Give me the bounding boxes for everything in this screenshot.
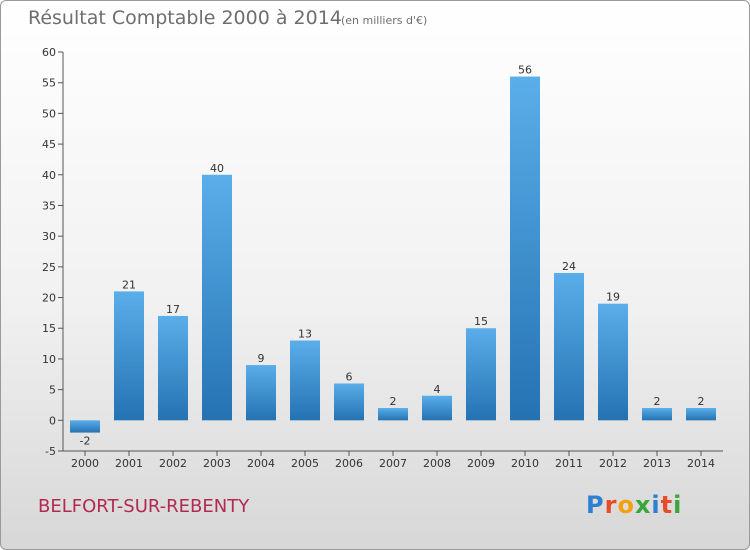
- y-tick-label: 35: [42, 199, 56, 212]
- logo-letter: r: [604, 491, 618, 519]
- y-tick-label: -5: [45, 445, 56, 458]
- x-tick-label: 2008: [423, 457, 451, 470]
- x-tick-label: 2005: [291, 457, 319, 470]
- y-axis: -5 0 5 10 15 20 25 30 35 40 45 50 55 60: [42, 46, 64, 458]
- x-tick-label: 2014: [687, 457, 715, 470]
- bar: [202, 174, 232, 421]
- chart-title: Résultat Comptable 2000 à 2014: [28, 7, 342, 29]
- chart-unit: (en milliers d'€): [341, 14, 428, 27]
- bar-value-label: 21: [122, 278, 136, 291]
- bar-value-label: 2: [698, 395, 705, 408]
- bar-value-label: 15: [474, 315, 488, 328]
- bar-value-label: 4: [434, 383, 441, 396]
- x-tick-label: 2001: [115, 457, 143, 470]
- logo-letter: o: [617, 491, 635, 519]
- x-tick-label: 2010: [511, 457, 539, 470]
- y-tick-label: 55: [42, 77, 56, 90]
- bar: [290, 340, 320, 421]
- bar: [70, 420, 100, 433]
- bar: [554, 272, 584, 421]
- y-tick-label: 10: [42, 353, 56, 366]
- place-name: BELFORT-SUR-REBENTY: [38, 496, 250, 517]
- bar-value-label: 6: [346, 370, 353, 383]
- x-tick-label: 2009: [467, 457, 495, 470]
- x-tick-label: 2007: [379, 457, 407, 470]
- bar: [334, 383, 364, 421]
- y-tick-label: 20: [42, 292, 56, 305]
- bar-value-label: 13: [298, 328, 312, 341]
- proxiti-logo: Proxiti: [586, 491, 682, 519]
- bar-value-label: 9: [258, 352, 265, 365]
- bar-value-label: 19: [606, 291, 620, 304]
- bar-value-label: 2: [390, 395, 397, 408]
- bar-value-label: 56: [518, 64, 532, 77]
- logo-letter: x: [634, 491, 652, 519]
- bar: [246, 365, 276, 421]
- bar: [158, 315, 188, 421]
- y-tick-label: 50: [42, 107, 56, 120]
- y-tick-label: 45: [42, 138, 56, 151]
- bar: [114, 291, 144, 421]
- bar: [422, 395, 452, 421]
- x-tick-label: 2002: [159, 457, 187, 470]
- x-tick-label: 2012: [599, 457, 627, 470]
- x-tick-label: 2003: [203, 457, 231, 470]
- x-tick-label: 2006: [335, 457, 363, 470]
- bar: [642, 408, 672, 421]
- bar: [686, 408, 716, 421]
- y-tick-label: 5: [49, 384, 56, 397]
- y-tick-label: 25: [42, 261, 56, 274]
- bar: [510, 76, 540, 421]
- x-axis: 2000 2001 2002 2003 2004 2005 2006 2007 2008 2009…: [63, 450, 723, 470]
- logo-letter: i: [673, 491, 683, 519]
- y-tick-label: 60: [42, 46, 56, 59]
- y-tick-label: 40: [42, 169, 56, 182]
- bar-value-label: 17: [166, 303, 180, 316]
- logo-letter: t: [660, 491, 674, 519]
- logo-letter: i: [651, 491, 661, 519]
- bar: [466, 328, 496, 421]
- x-tick-label: 2000: [71, 457, 99, 470]
- x-tick-label: 2013: [643, 457, 671, 470]
- x-tick-label: 2004: [247, 457, 275, 470]
- y-tick-label: 30: [42, 230, 56, 243]
- logo-letter: P: [586, 491, 605, 519]
- bar-value-label: 40: [210, 162, 224, 175]
- x-tick-label: 2011: [555, 457, 583, 470]
- y-tick-label: 15: [42, 322, 56, 335]
- bar: [378, 408, 408, 421]
- bar-value-label: 24: [562, 260, 576, 273]
- y-tick-label: 0: [49, 414, 56, 427]
- bar-value-label: 2: [654, 395, 661, 408]
- bar: [598, 303, 628, 421]
- bar-value-label: -2: [80, 435, 91, 448]
